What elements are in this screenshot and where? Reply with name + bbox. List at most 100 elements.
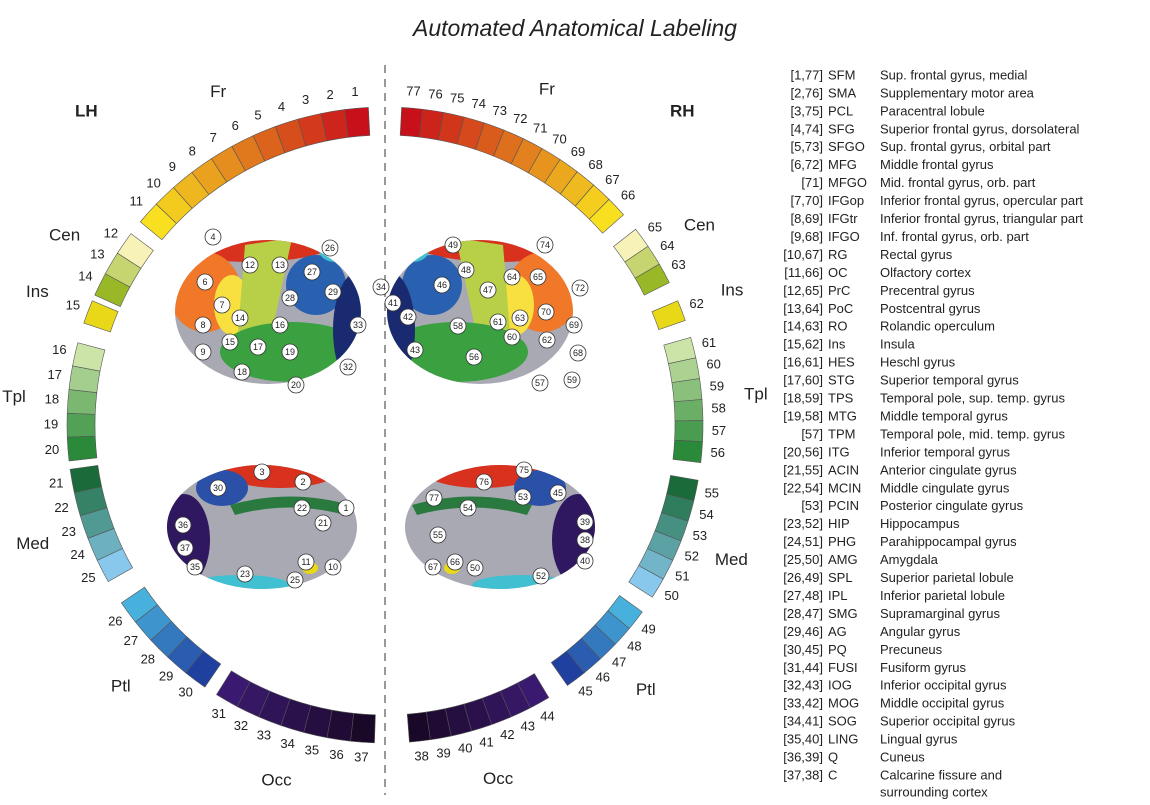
legend-name: Olfactory cortex [880,265,972,280]
region-number: 67 [605,172,619,187]
legend-abbr: PCL [828,103,853,118]
legend-abbr: C [828,767,837,782]
region-number: 75 [450,90,464,105]
brain-label: 41 [388,298,398,308]
brain-label: 39 [580,517,590,527]
legend-name: Inferior parietal lobule [880,588,1005,603]
region-number: 62 [689,296,703,311]
legend-ids: [9,68] [790,229,823,244]
legend-abbr: ACIN [828,462,859,477]
legend-abbr: MOG [828,696,859,711]
region-number: 15 [66,298,80,313]
ring-segment [652,301,685,330]
legend-abbr: PHG [828,534,856,549]
legend-name: Superior parietal lobule [880,570,1014,585]
legend-ids: [17,60] [783,373,823,388]
legend-ids: [23,52] [783,516,823,531]
legend-name: Calcarine fissure and [880,767,1002,782]
legend-ids: [53] [801,498,823,513]
region-number: 11 [129,194,143,209]
brain-label: 9 [200,347,205,357]
legend-name: Lingual gyrus [880,732,958,747]
brain-label: 27 [307,267,317,277]
brain-label: 63 [515,313,525,323]
brain-label: 55 [433,530,443,540]
legend-ids: [13,64] [783,301,823,316]
legend-ids: [28,47] [783,606,823,621]
brain-label: 29 [328,287,338,297]
legend-name: Sup. frontal gyrus, medial [880,67,1028,82]
group-label: Occ [261,770,292,789]
legend-name: Inf. frontal gyrus, orb. part [880,229,1029,244]
region-number: 60 [706,357,720,372]
region-number: 46 [596,670,610,685]
legend-ids: [25,50] [783,552,823,567]
legend-ids: [11,66] [784,265,823,280]
group-label: Cen [684,216,715,235]
region-number: 23 [61,524,75,539]
legend-abbr: TPM [828,426,855,441]
region-number: 59 [710,379,724,394]
legend-name: Rectal gyrus [880,247,953,262]
brain-label: 59 [567,375,577,385]
legend-abbr: LING [828,732,858,747]
legend-name: Fusiform gyrus [880,660,966,675]
group-label: Tpl [744,385,768,404]
brain-label: 69 [569,320,579,330]
region-number: 9 [169,159,176,174]
legend-name: Middle occipital gyrus [880,696,1005,711]
region-number: 28 [141,652,155,667]
region-number: 34 [280,736,294,751]
legend-name: Precuneus [880,642,943,657]
region-number: 21 [49,475,63,490]
brain-label: 66 [450,557,460,567]
legend-abbr: Q [828,750,838,765]
group-label: Med [715,550,748,569]
legend-abbr: RO [828,319,848,334]
brain-label: 11 [301,557,310,567]
region-number: 68 [588,157,602,172]
region-number: 52 [685,549,699,564]
legend-name: Postcentral gyrus [880,301,981,316]
brain-label: 38 [580,535,590,545]
legend-name: Mid. frontal gyrus, orb. part [880,175,1036,190]
region-number: 31 [212,706,226,721]
group-label: Med [16,534,49,553]
legend-abbr: HES [828,355,855,370]
legend-abbr: MCIN [828,480,861,495]
region-number: 40 [458,741,472,756]
legend-abbr: SMA [828,85,857,100]
brain-label: 53 [518,492,528,502]
legend-abbr: MTG [828,408,857,423]
legend-name: Middle temporal gyrus [880,408,1008,423]
brain-label: 20 [291,380,301,390]
legend-name: Supplementary motor area [880,85,1035,100]
legend-ids: [15,62] [783,337,823,352]
legend-abbr: MFGO [828,175,867,190]
region-number: 1 [351,84,358,99]
region-number: 22 [54,500,68,515]
region-number: 2 [327,87,334,102]
region-number: 12 [104,226,118,241]
ring-segment [67,390,97,415]
legend-ids: [33,42] [783,696,823,711]
brain-label: 37 [180,543,190,553]
group-label: Fr [539,80,555,99]
region-number: 42 [500,727,514,742]
legend-name: Superior frontal gyrus, dorsolateral [880,121,1080,136]
ring-segment [84,301,118,332]
legend-name: Posterior cingulate gyrus [880,498,1024,513]
legend-abbr: AMG [828,552,858,567]
legend-ids: [7,70] [790,193,823,208]
brain-label: 32 [343,362,353,372]
aal-diagram: Automated Anatomical Labeling LH RH [0,0,1150,805]
legend-ids: [19,58] [783,408,823,423]
legend-ids: [12,65] [783,283,823,298]
brain-label: 2 [300,477,305,487]
brain-label: 25 [290,575,300,585]
legend-name: Superior occipital gyrus [880,714,1016,729]
region-number: 27 [124,633,138,648]
legend-abbr: MFG [828,157,857,172]
region-number: 39 [436,745,450,760]
region-number: 65 [648,220,662,235]
